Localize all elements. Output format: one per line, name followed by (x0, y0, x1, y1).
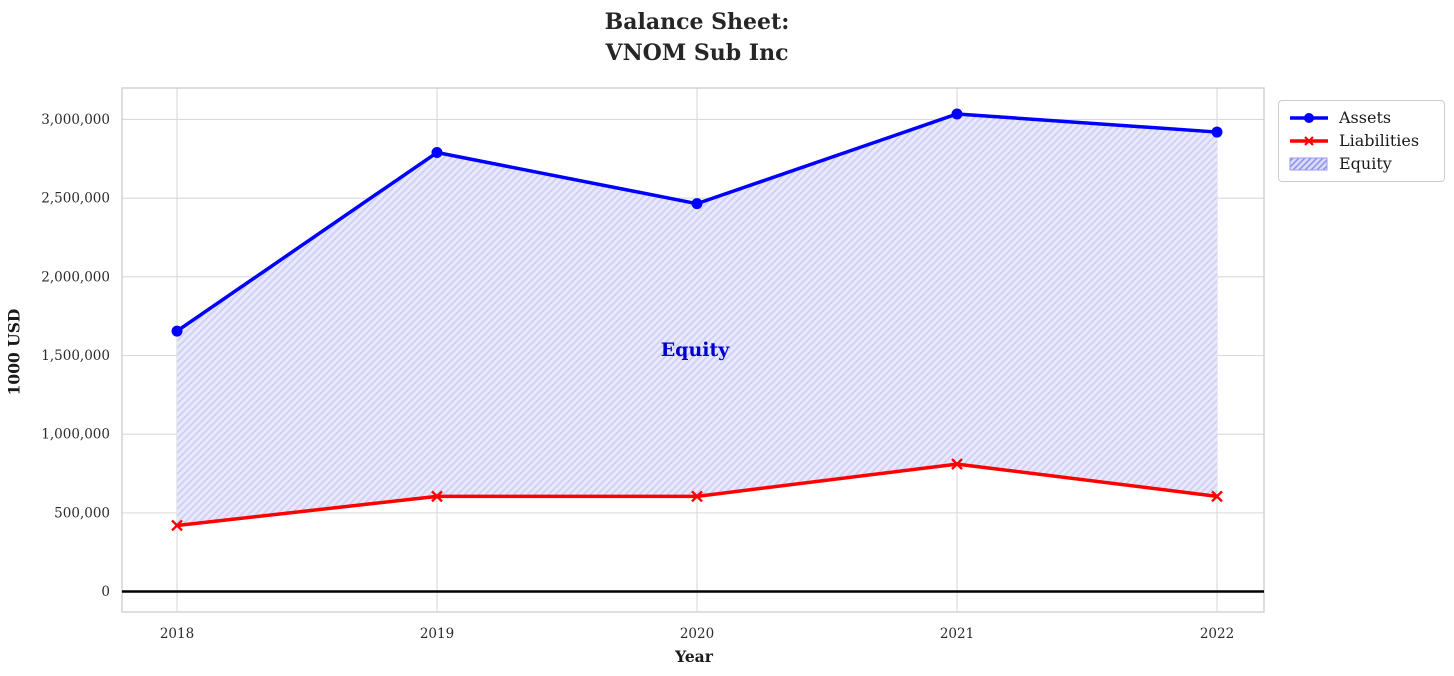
liabilities-marker (691, 490, 703, 503)
legend-label-liabilities: Liabilities (1339, 131, 1420, 150)
assets-marker (171, 325, 183, 337)
assets-marker (691, 198, 703, 210)
page-title: Balance Sheet: VNOM Sub Inc (604, 9, 790, 67)
assets-marker (1211, 126, 1223, 138)
x-tick-label: 2020 (680, 626, 714, 642)
assets-marker (951, 108, 963, 120)
legend-label-equity: Equity (1339, 154, 1392, 173)
equity-fill-area (177, 113, 1217, 526)
x-tick-label: 2018 (160, 626, 194, 642)
x-axis-label: Year (675, 647, 713, 666)
y-tick-label: 1,500,000 (41, 348, 110, 364)
assets-marker (431, 147, 443, 159)
liabilities-marker (171, 519, 183, 532)
x-tick-label: 2021 (940, 626, 974, 642)
x-tick-label: 2022 (1200, 626, 1234, 642)
equity-area-annotation: Equity (660, 339, 730, 361)
equity-patch-sample-icon (1289, 157, 1328, 171)
y-tick-label: 2,500,000 (41, 191, 110, 207)
y-tick-label: 1,000,000 (41, 427, 110, 443)
y-tick-label: 2,000,000 (41, 269, 110, 285)
y-tick-label: 500,000 (54, 505, 110, 521)
legend-item-equity: Equity (1289, 156, 1434, 172)
legend: Assets Liabilities Equity (1278, 100, 1445, 182)
liabilities-marker (951, 458, 963, 470)
y-tick-label: 3,000,000 (41, 112, 110, 128)
y-tick-label: 0 (101, 584, 110, 600)
plot-border (121, 87, 1265, 613)
legend-item-assets: Assets (1289, 110, 1434, 126)
liabilities-marker (1211, 490, 1223, 503)
y-axis-label: 1000 USD (4, 308, 24, 396)
liabilities-line-sample-icon (1290, 136, 1328, 146)
assets-line-sample-icon (1290, 113, 1328, 123)
liabilities-marker (431, 490, 443, 503)
legend-item-liabilities: Liabilities (1289, 133, 1434, 149)
legend-label-assets: Assets (1339, 108, 1392, 127)
x-tick-label: 2019 (420, 626, 454, 642)
